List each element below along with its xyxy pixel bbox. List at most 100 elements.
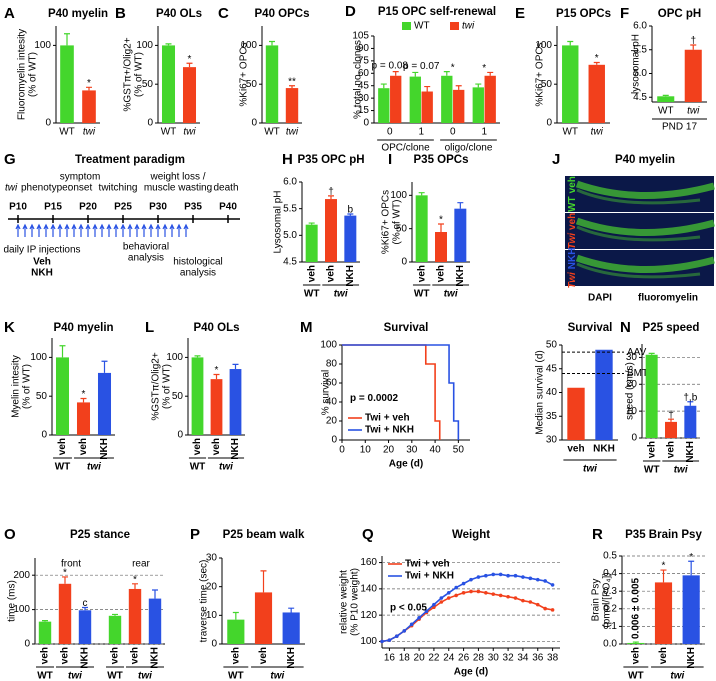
point (484, 591, 488, 595)
y-tick-label: 0 (546, 118, 552, 129)
reference-label: AAV (627, 347, 647, 358)
group-label: twi (670, 671, 684, 681)
analysis-label: analysis (180, 268, 216, 279)
panel-letter: Q (362, 526, 374, 543)
x-tick-label: 34 (517, 653, 529, 664)
error-bar (632, 641, 639, 643)
category-label: twi (591, 127, 604, 138)
bar (229, 369, 242, 435)
error-bar (567, 40, 574, 46)
row-label-part: Twi (567, 233, 578, 250)
category-label: WT (59, 127, 75, 138)
error-bar (455, 85, 462, 90)
significance-marker: * (451, 62, 455, 73)
panel-letter: O (4, 526, 16, 543)
bar (210, 379, 223, 435)
bar (148, 598, 162, 644)
bar (657, 96, 675, 102)
x-tick-label: 22 (428, 653, 440, 664)
category-label: veh (130, 647, 141, 664)
y-tick-label: 15 (358, 105, 370, 116)
y-tick-label: 30 (358, 93, 370, 104)
y-tick-label: 0 (24, 639, 30, 650)
diagram-title: Treatment paradigm (75, 154, 185, 166)
significance-marker: * (133, 574, 137, 585)
y-tick-label: 100 (166, 352, 183, 363)
category-label: NKH (99, 438, 110, 460)
error-bar (380, 83, 387, 89)
y-tick-label: 10 (626, 406, 638, 417)
panel-title: Survival (568, 322, 613, 334)
y-tick-label: 80 (326, 359, 338, 370)
y-axis-label: (% of WT) (28, 52, 39, 97)
x-tick-label: 16 (384, 653, 396, 664)
point (476, 575, 481, 579)
y-tick-label: 0 (251, 118, 257, 129)
x-tick-label: 20 (383, 445, 395, 456)
category-label: twi (83, 127, 96, 138)
error-bar (59, 345, 66, 358)
group-label: oligo/clone (445, 143, 493, 154)
y-tick-label: 50 (246, 79, 258, 90)
bar (58, 583, 72, 644)
bar (595, 349, 613, 440)
myelin-band (576, 225, 701, 242)
category-label: veh (416, 265, 427, 282)
y-axis-label: (pmol/[PO₄]) (602, 572, 613, 627)
category-label: twi (183, 127, 196, 138)
error-bar (269, 40, 275, 46)
point (491, 592, 496, 596)
y-tick-label: 120 (360, 610, 377, 621)
x-axis-label: Age (d) (454, 667, 488, 678)
bar (191, 357, 204, 435)
y-tick-label: 0.1 (603, 621, 617, 632)
category-label: veh (211, 438, 222, 455)
significance-marker: * (215, 365, 219, 376)
category-label: veh (436, 265, 447, 282)
y-tick-label: 100 (535, 40, 552, 51)
bar (684, 49, 702, 102)
error-bar (690, 44, 697, 50)
injection-arrow (120, 223, 126, 237)
group-label: twi (583, 464, 597, 475)
error-bar (660, 569, 667, 583)
stain-label: fluoromyelin (638, 293, 698, 304)
significance-marker: * (689, 552, 693, 563)
panel-letter: N (620, 319, 631, 336)
panel-letter: K (4, 319, 15, 336)
error-bar (213, 373, 220, 380)
y-tick-label: 0.2 (603, 603, 617, 614)
y-tick-label: 75 (358, 55, 370, 66)
bar (567, 387, 585, 440)
error-bar (418, 192, 425, 196)
point (476, 589, 481, 594)
y-tick-label: 0 (177, 430, 183, 441)
injection-arrow (78, 223, 84, 237)
y-tick-label: 0 (331, 435, 337, 446)
y-tick-label: 40 (326, 397, 338, 408)
y-tick-label: 30 (546, 435, 558, 446)
y-axis-label: traverse time (sec) (199, 560, 210, 643)
annotation: p < 0.05 (390, 603, 427, 614)
point (535, 602, 540, 607)
y-tick-label: 5.0 (283, 230, 297, 241)
point (528, 600, 533, 604)
injection-arrow (162, 223, 168, 237)
point (439, 596, 444, 600)
panel-letter: P (190, 526, 200, 543)
bar (108, 615, 122, 644)
group-label: WT (228, 671, 244, 681)
legend-swatch (450, 22, 459, 30)
group-label: twi (270, 671, 284, 681)
x-tick-label: 30 (406, 445, 418, 456)
group-label: WT (644, 465, 660, 476)
bar (562, 45, 579, 123)
y-tick-label: 30 (626, 352, 638, 363)
panel-letter: C (218, 5, 229, 22)
error-bar (62, 576, 68, 584)
legend-label: Twi + NKH (365, 425, 414, 436)
y-tick-label: 0.3 (603, 586, 617, 597)
y-axis-label: (% of WT) (22, 364, 33, 409)
panel-letter: H (282, 151, 293, 168)
injection-arrow (43, 223, 49, 237)
